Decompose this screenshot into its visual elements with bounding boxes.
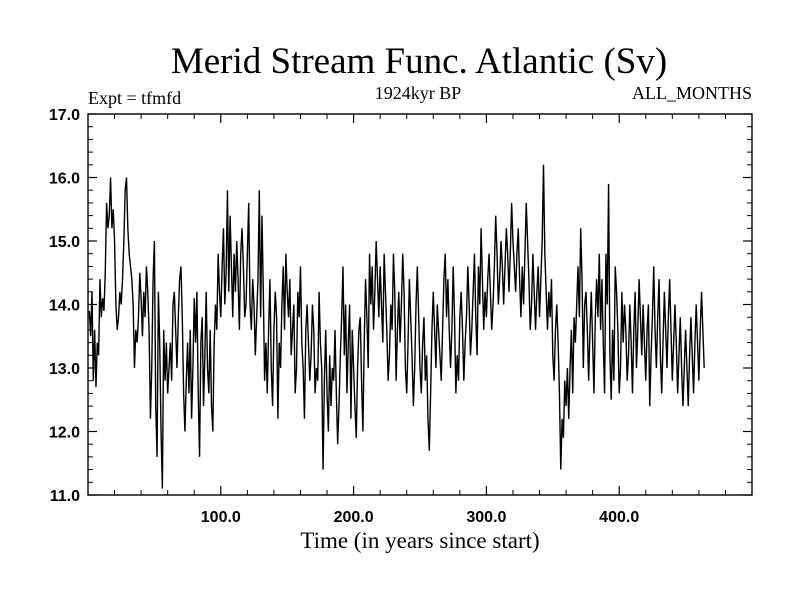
subtitle-months: ALL_MONTHS: [632, 83, 752, 103]
y-axis: 11.0 12.0 13.0 14.0 15.0 16.0 17.0: [49, 107, 752, 505]
subtitle-experiment: Expt = tfmfd: [88, 88, 181, 108]
chart-title: Merid Stream Func. Atlantic (Sv): [171, 41, 667, 82]
y-tick-label: 12.0: [49, 425, 80, 442]
x-axis: 100.0 200.0 300.0 400.0: [114, 114, 726, 526]
y-tick-label: 16.0: [49, 171, 80, 188]
y-tick-label: 14.0: [49, 298, 80, 315]
x-axis-label: Time (in years since start): [300, 528, 539, 553]
y-tick-label: 13.0: [49, 361, 80, 378]
x-tick-label: 200.0: [334, 509, 374, 526]
series-line: [88, 164, 705, 489]
y-tick-label: 15.0: [49, 234, 80, 251]
x-tick-label: 400.0: [599, 509, 639, 526]
plot-frame: [87, 113, 753, 496]
y-tick-label: 11.0: [50, 488, 80, 505]
subtitle-period: 1924kyr BP: [375, 83, 462, 103]
x-tick-label: 100.0: [201, 509, 241, 526]
y-tick-label: 17.0: [49, 107, 80, 124]
x-tick-label: 300.0: [466, 509, 506, 526]
